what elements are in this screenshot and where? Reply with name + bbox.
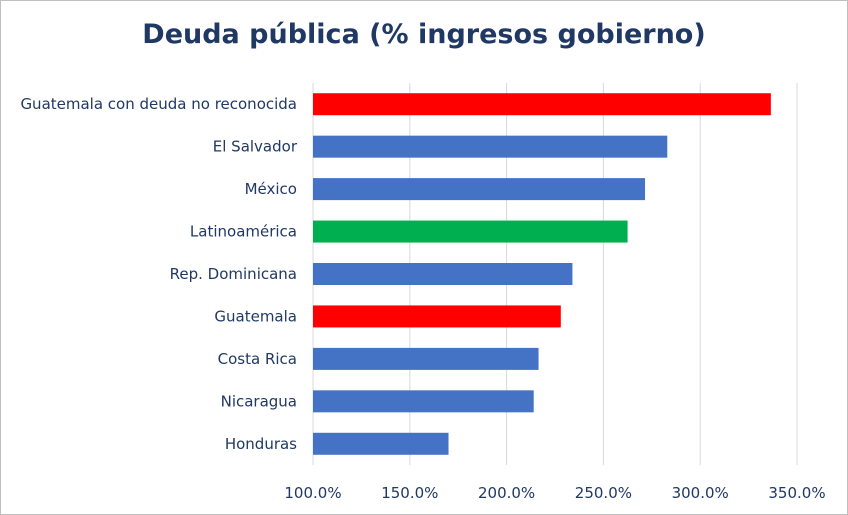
- bar: [313, 432, 449, 455]
- x-tick-label: 150.0%: [381, 484, 438, 502]
- x-tick-label: 250.0%: [575, 484, 632, 502]
- bar: [313, 178, 646, 201]
- category-label: El Salvador: [213, 138, 298, 156]
- x-tick-label: 350.0%: [768, 484, 825, 502]
- category-label: México: [245, 180, 297, 198]
- category-label: Honduras: [225, 435, 297, 453]
- bar: [313, 93, 771, 116]
- x-tick-label: 200.0%: [478, 484, 535, 502]
- category-label: Nicaragua: [221, 392, 297, 410]
- bar: [313, 220, 628, 243]
- bar: [313, 305, 561, 328]
- bar: [313, 390, 534, 413]
- bar: [313, 263, 573, 285]
- category-label: Guatemala con deuda no reconocida: [20, 95, 297, 113]
- category-label: Latinoamérica: [190, 223, 297, 241]
- category-label: Rep. Dominicana: [170, 265, 297, 283]
- category-label: Costa Rica: [218, 350, 297, 368]
- bar: [313, 347, 539, 370]
- chart-title: Deuda pública (% ingresos gobierno): [142, 19, 706, 50]
- bar: [313, 135, 668, 158]
- category-label: Guatemala: [214, 307, 297, 325]
- x-tick-label: 100.0%: [284, 484, 341, 502]
- x-tick-label: 300.0%: [672, 484, 729, 502]
